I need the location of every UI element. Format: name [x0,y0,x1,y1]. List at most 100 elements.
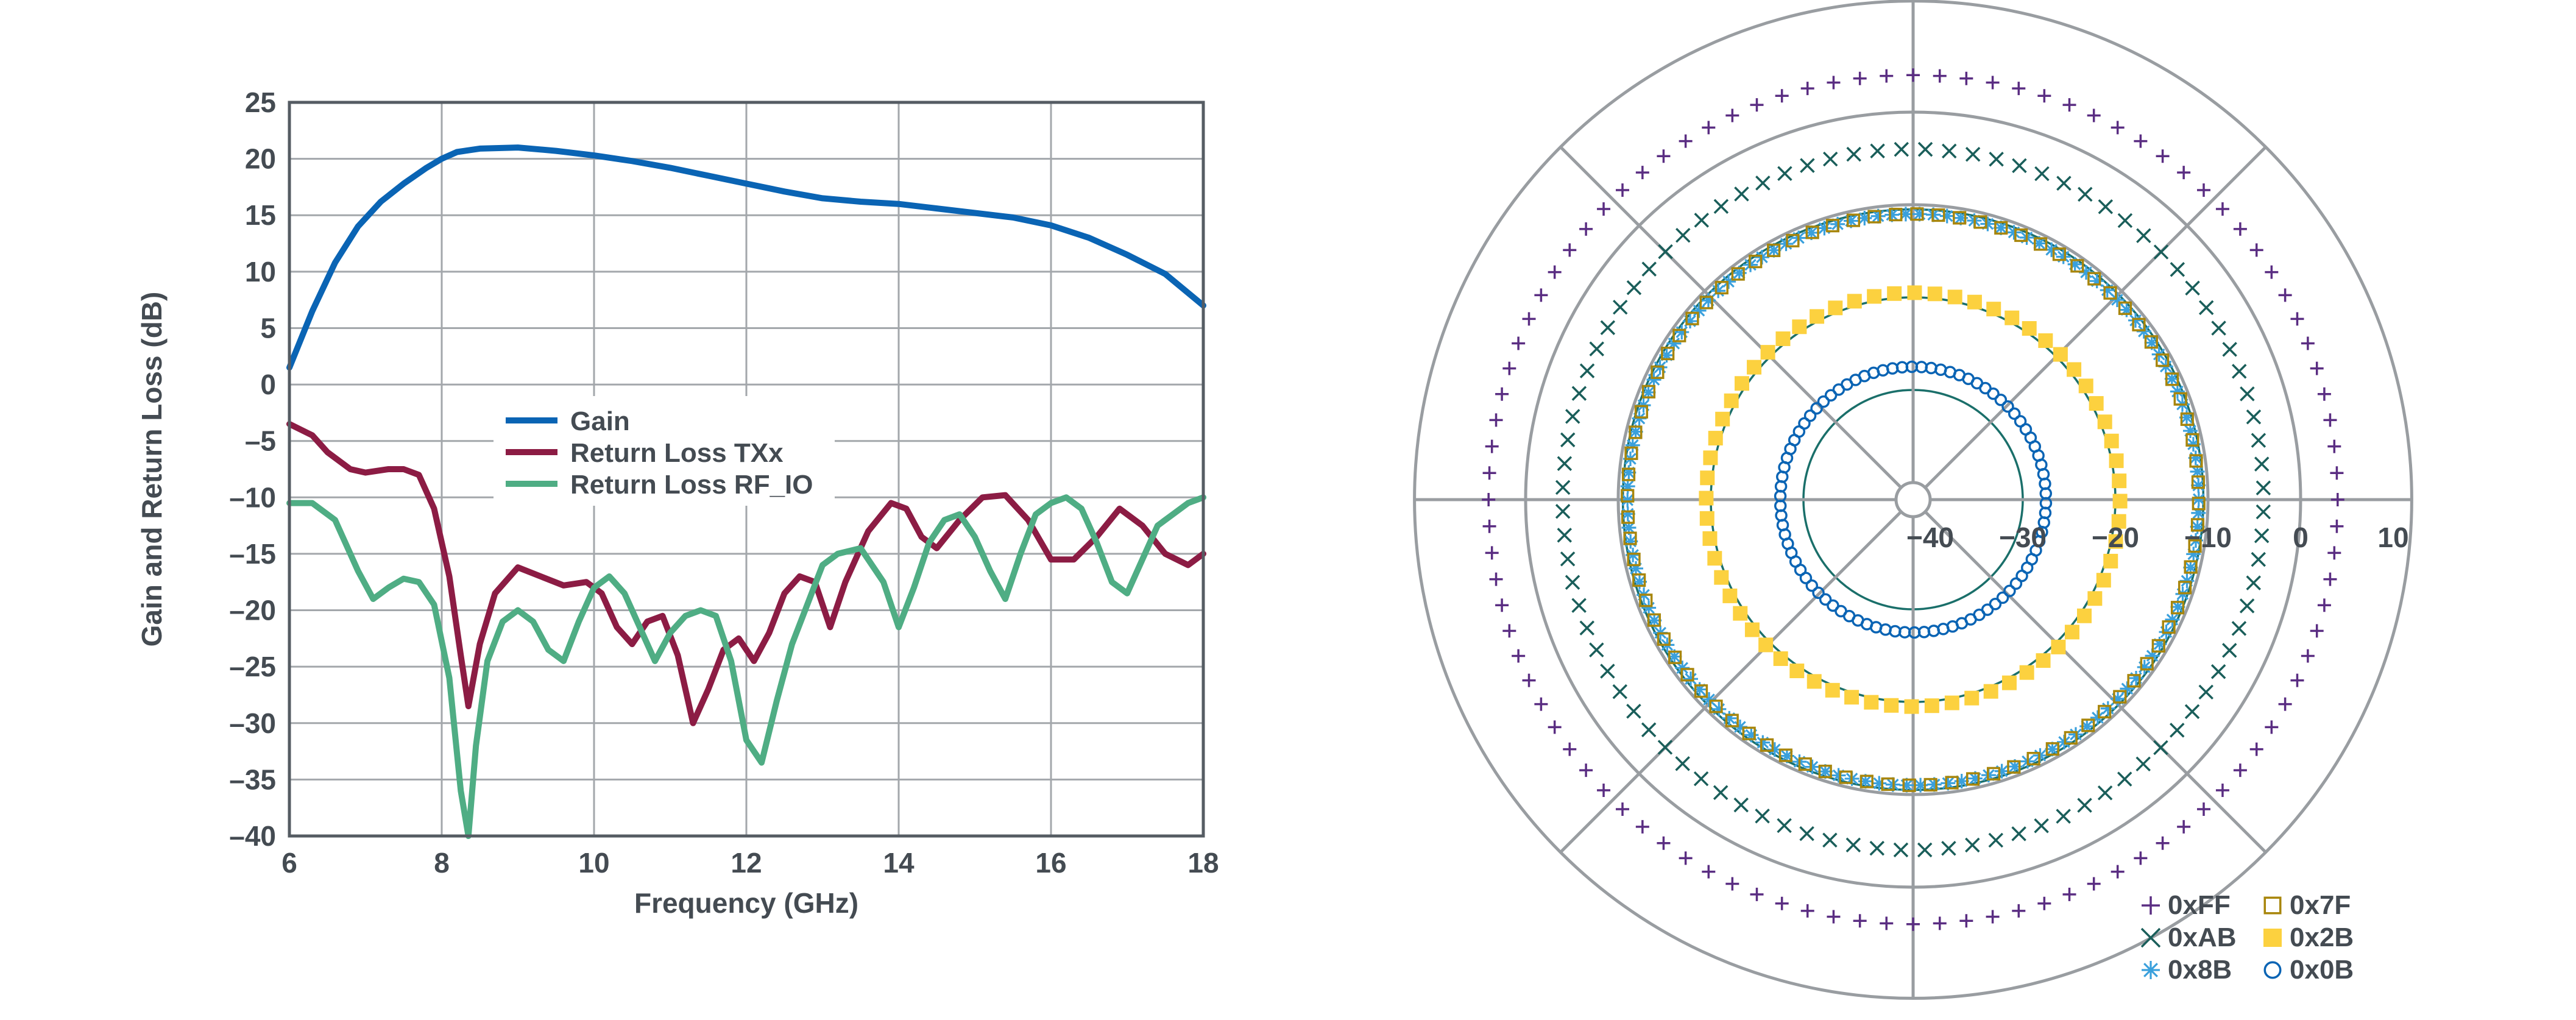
polar-point-0xAB [2251,433,2266,448]
polar-point-0xAB [1965,146,1981,162]
polar-point-0x7F [1798,757,1812,771]
polar-point-0x8B [2186,547,2201,562]
polar-point-0x2B [2019,665,2034,680]
polar-point-0xAB [2077,798,2092,813]
polar-point-0x7F [1731,267,1745,281]
polar-point-0x2B [1708,431,1723,446]
polar-point-0xAB [1694,213,1710,228]
polar-point-0x8B [2128,313,2143,328]
polar-point-0xAB [1713,199,1729,214]
polar-point-0xAB [1565,409,1580,424]
polar-point-0x2B [2087,591,2103,606]
polar-point-0x2B [1810,309,1825,324]
polar-point-0x8B [1621,520,1637,536]
polar-point-0xFF [1702,121,1716,135]
polar-point-0x0B [1810,402,1823,415]
polar-point-0xFF [2278,697,2292,711]
polar-point-0x7F [2098,704,2112,719]
polar-point-0xFF [1482,466,1496,480]
series-line-1 [286,420,1206,726]
polar-point-0xFF [1906,917,1920,931]
polar-point-0x0B [1803,409,1817,422]
polar-point-0x8B [1683,671,1698,687]
polar-point-0x2B [1907,285,1922,300]
polar-point-0xAB [1555,503,1571,519]
polar-point-0x7F [2127,674,2141,688]
polar-point-0xAB [2232,364,2247,379]
polar-point-0x0B [1981,603,1994,616]
polar-point-0x8B [2188,450,2203,466]
polar-point-0x8B [1899,777,1914,793]
polar-point-0xFF [2310,624,2324,638]
polar-point-0xAB [1565,575,1580,590]
polar-point-0xAB [2012,158,2027,174]
polar-point-0xAB [1613,299,1628,315]
legend-label-0x2B: 0x2B [2290,923,2354,952]
y-tick-label: –10 [229,481,276,513]
polar-point-0x7F [1839,770,1853,784]
legend-label-2: Return Loss RF_IO [570,470,813,500]
polar-point-0xAB [1941,840,1956,856]
polar-point-0x8B [1939,208,1955,224]
polar-point-0xFF [1880,69,1894,83]
polar-point-0x2B [1700,470,1715,486]
polar-point-0x0B [1824,389,1838,402]
polar-point-0x7F [1651,365,1665,379]
polar-point-0x8B [2100,283,2115,298]
polar-point-0xAB [2117,213,2133,228]
polar-point-0xFF [1597,783,1611,797]
polar-point-0xAB [1845,837,1861,852]
polar-point-0x8B [1628,424,1643,439]
polar-point-0xFF [2249,742,2263,756]
polar-point-0x2B [2022,321,2037,336]
polar-point-0x7F [1994,221,2008,235]
polar-point-0xAB [1733,797,1749,813]
polar-point-0x8B [1732,719,1747,734]
polar-point-0xFF [2317,387,2331,401]
polar-point-0x8B [1646,372,1661,388]
polar-point-0xAB [1755,175,1771,191]
polar-point-0x8B [1702,692,1717,707]
polar-point-0xAB [2135,756,2151,772]
polar-point-0x7F [1923,777,1937,792]
polar-point-0x0B [1989,597,2002,611]
legend-label-0: Gain [570,406,630,436]
angular-spoke [1924,511,2267,854]
polar-point-0x8B [1692,682,1707,697]
polar-point-0xAB [2240,386,2255,402]
polar-point-0x7F [1661,347,1675,361]
polar-point-0x2B [1792,319,1807,335]
polar-point-0x7F [1629,425,1643,439]
polar-point-0x7F [1634,405,1649,419]
x-tick-label: 10 [578,847,609,879]
polar-point-0x8B [1674,325,1690,340]
polar-point-0x2B [2108,534,2123,549]
center-hole [1894,481,1932,519]
polar-point-0x8B [1721,274,1736,289]
x-tick-label: 18 [1187,847,1219,879]
polar-point-0x7F [2064,731,2078,745]
polar-point-0x2B [2005,310,2020,325]
x-tick-label: 12 [731,847,762,879]
polar-point-0x7F [2185,433,2199,447]
polar-point-0xFF [1725,877,1739,891]
polar-point-0x8B [2006,225,2022,240]
polar-point-0x8B [1953,210,1969,225]
polar-point-0x8B [1744,728,1759,743]
polar-point-0xFF [1495,598,1509,612]
polar-point-0x8B [1683,314,1697,329]
polar-point-0x8B [1711,701,1727,717]
polar-point-0x7F [1632,573,1646,587]
polar-point-0x8B [2170,384,2185,399]
polar-point-0x7F [1966,772,1980,786]
polar-point-0xFF [2062,98,2076,112]
polar-point-0x7F [1694,684,1708,698]
polar-point-0x2B [1847,294,1862,309]
polar-point-0x8B [1621,465,1637,480]
polar-point-0xAB [1560,551,1576,567]
polar-point-0x8B [2191,492,2206,507]
polar-point-0x7F [1680,668,1694,682]
polar-point-0xFF [2215,783,2229,797]
polar-point-0x2B [1806,674,1822,689]
polar-point-0x8B [2056,249,2071,264]
